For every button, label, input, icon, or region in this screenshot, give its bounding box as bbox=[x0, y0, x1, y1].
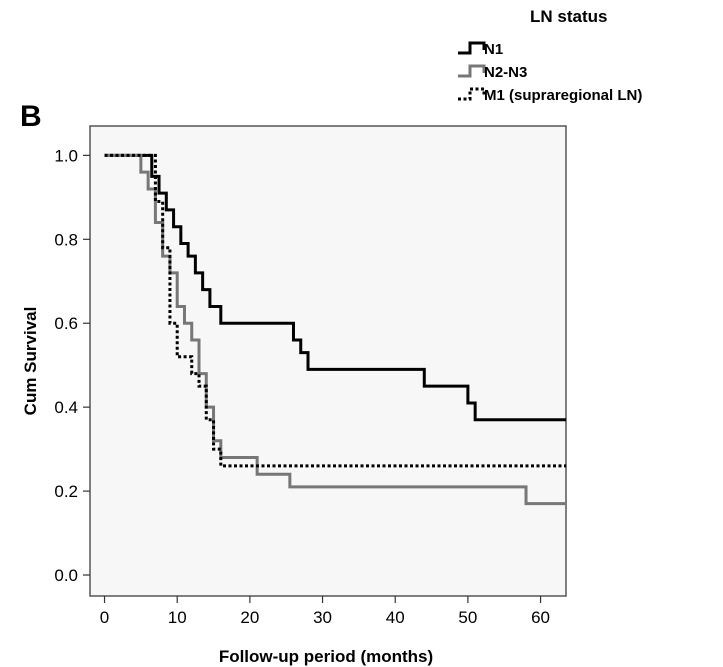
y-tick-label: 0.2 bbox=[54, 482, 78, 501]
x-tick-label: 20 bbox=[240, 608, 259, 627]
y-tick-label: 0.8 bbox=[54, 230, 78, 249]
legend-swatch bbox=[458, 41, 486, 55]
legend-label: M1 (supraregional LN) bbox=[484, 87, 642, 104]
legend-item: M1 (supraregional LN) bbox=[458, 87, 642, 104]
legend: LN status N1 N2-N3 M1 (supraregional LN) bbox=[458, 7, 642, 104]
panel-label: B bbox=[20, 100, 42, 133]
legend-item: N2-N3 bbox=[458, 64, 527, 81]
x-tick-label: 0 bbox=[100, 608, 109, 627]
x-axis-title: Follow-up period (months) bbox=[219, 647, 433, 666]
y-tick-label: 0.6 bbox=[54, 314, 78, 333]
legend-swatch bbox=[458, 64, 486, 78]
series-group bbox=[104, 153, 566, 506]
x-tick-label: 10 bbox=[168, 608, 187, 627]
y-tick-label: 0.0 bbox=[54, 566, 78, 585]
x-tick-label: 50 bbox=[458, 608, 477, 627]
y-tick-label: 0.4 bbox=[54, 398, 78, 417]
axis-ticks: 0 10 20 30 40 50 60 0.0 0.2 0.4 0.6 0.8 1.0 bbox=[54, 146, 550, 627]
series-line-1 bbox=[104, 153, 566, 506]
series-line-0 bbox=[104, 153, 566, 422]
series-line-2 bbox=[104, 153, 566, 468]
legend-label: N2-N3 bbox=[484, 64, 527, 81]
y-tick-label: 1.0 bbox=[54, 146, 78, 165]
x-tick-label: 30 bbox=[313, 608, 332, 627]
y-axis-title: Cum Survival bbox=[21, 307, 40, 416]
x-tick-label: 40 bbox=[386, 608, 405, 627]
legend-item: N1 bbox=[458, 41, 503, 58]
plot-area bbox=[89, 125, 567, 597]
legend-swatch bbox=[458, 87, 486, 101]
legend-label: N1 bbox=[484, 41, 503, 58]
legend-title: LN status bbox=[530, 7, 607, 26]
x-tick-label: 60 bbox=[531, 608, 550, 627]
